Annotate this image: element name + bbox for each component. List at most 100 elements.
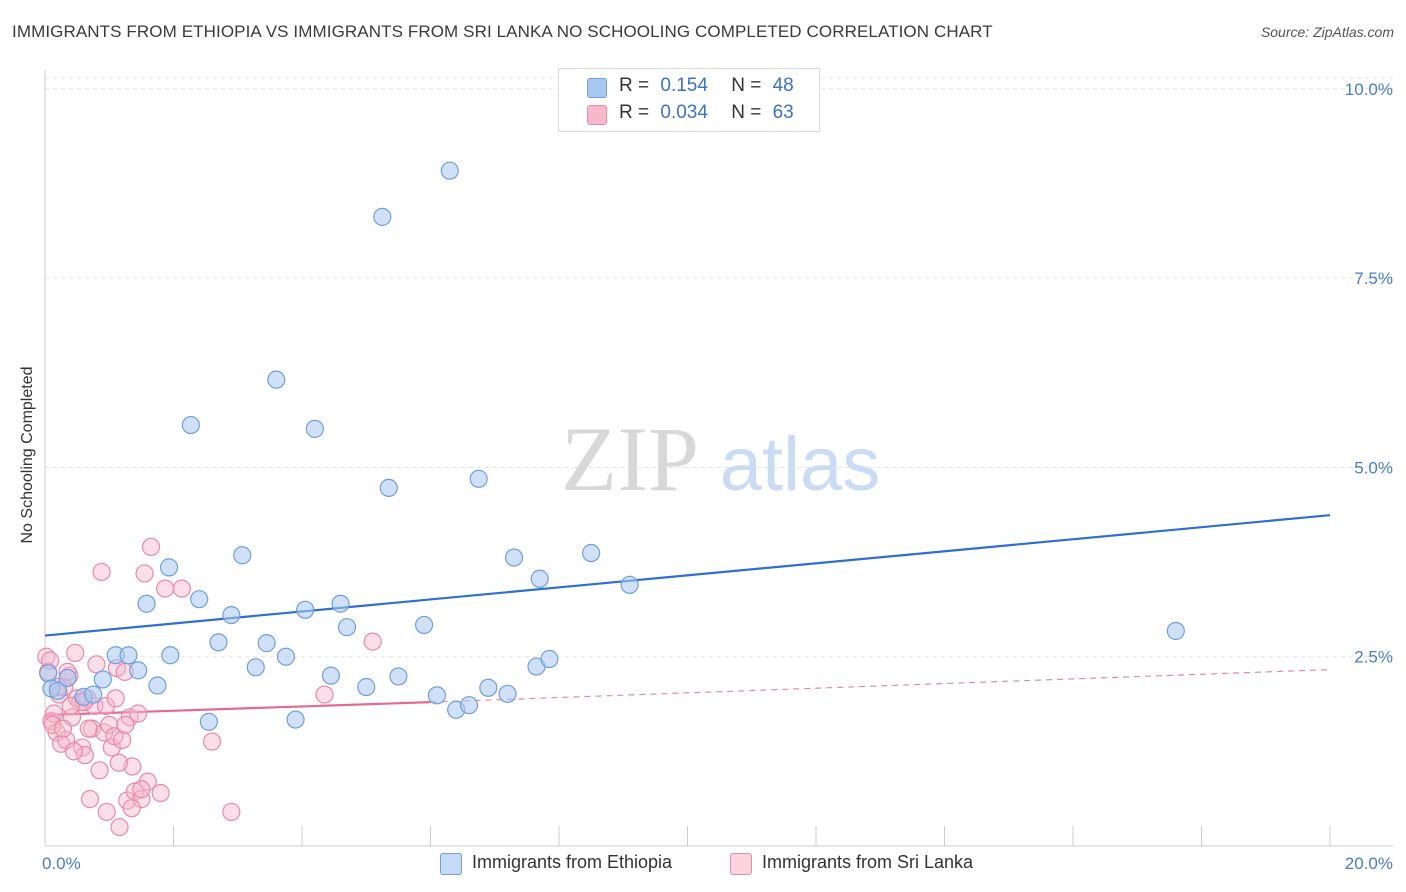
ethiopia-point [498, 684, 517, 703]
ethiopia-point [58, 668, 77, 688]
ethiopia-swatch [587, 78, 607, 98]
ethiopia-point [181, 415, 200, 435]
series-ethiopia-points [39, 161, 1185, 731]
tick-labels: 2.5% 5.0% 7.5% 10.0% 0.0% 20.0% [42, 80, 1393, 873]
n-value: 63 [772, 102, 794, 123]
ethiopia-point [504, 548, 524, 567]
ethiopia-point [148, 676, 167, 695]
srilanka-trend-extension [430, 669, 1331, 703]
legend-label-srilanka: Immigrants from Sri Lanka [762, 852, 974, 872]
ethiopia-point [414, 615, 434, 635]
chart-title: IMMIGRANTS FROM ETHIOPIA VS IMMIGRANTS F… [12, 22, 993, 41]
srilanka-point [122, 799, 141, 818]
ethiopia-point [276, 647, 296, 666]
ethiopia-point [39, 664, 58, 683]
srilanka-point [87, 655, 106, 674]
trend-lines [44, 514, 1331, 717]
ethiopia-point [321, 666, 341, 685]
r-label: R = [619, 75, 650, 96]
srilanka-point [172, 579, 191, 598]
srilanka-point [315, 685, 334, 704]
ethiopia-point [305, 419, 324, 438]
n-label: N = [731, 102, 762, 123]
ethiopia-point [209, 633, 228, 652]
srilanka-point [135, 564, 154, 583]
series-legend: Immigrants from Ethiopia Immigrants from… [0, 852, 1406, 878]
gridlines [45, 77, 1393, 658]
axes [44, 70, 1393, 847]
ethiopia-point [257, 634, 276, 653]
srilanka-point [90, 761, 109, 780]
srilanka-point [100, 715, 119, 734]
srilanka-point [97, 802, 116, 822]
ethiopia-point [540, 649, 559, 669]
srilanka-point [109, 753, 128, 772]
ethiopia-point [137, 594, 156, 613]
srilanka-swatch [587, 105, 607, 125]
ethiopia-point [233, 546, 252, 565]
r-value: 0.034 [660, 102, 708, 123]
ethiopia-point [337, 618, 357, 637]
n-label: N = [731, 75, 762, 96]
srilanka-point [112, 730, 132, 750]
r-label: R = [619, 102, 650, 123]
ethiopia-point [331, 594, 350, 613]
srilanka-trend-line [44, 701, 431, 717]
srilanka-point [202, 732, 222, 751]
srilanka-point [116, 715, 135, 734]
srilanka-point [132, 780, 151, 799]
ethiopia-point [459, 696, 479, 715]
ethiopia-point [222, 605, 241, 625]
srilanka-point [96, 696, 116, 716]
y-tick-label: 5.0% [1354, 458, 1393, 477]
srilanka-point [64, 742, 84, 761]
ethiopia-point [246, 658, 265, 677]
ethiopia-point [286, 710, 305, 729]
ethiopia-point [48, 681, 67, 700]
ethiopia-point [84, 685, 103, 704]
srilanka-point [132, 789, 151, 809]
srilanka-point [79, 719, 98, 738]
srilanka-point [66, 643, 85, 663]
ethiopia-point [159, 558, 179, 577]
srilanka-point [151, 783, 170, 803]
ethiopia-point [161, 646, 180, 665]
ethiopia-point [296, 600, 315, 619]
srilanka-legend-swatch [730, 853, 752, 875]
ethiopia-point [373, 207, 392, 226]
watermark: ZIP atlas [561, 408, 880, 510]
ethiopia-point [620, 575, 639, 594]
r-value: 0.154 [660, 75, 708, 96]
srilanka-point [363, 632, 382, 651]
ethiopia-point [440, 161, 459, 180]
ethiopia-point [479, 678, 498, 697]
ethiopia-point [119, 646, 138, 665]
ethiopia-point [93, 670, 112, 689]
srilanka-point [80, 789, 100, 809]
ethiopia-point [469, 469, 488, 488]
ethiopia-point [190, 590, 209, 609]
ethiopia-trend-line [44, 514, 1331, 637]
srilanka-point [222, 802, 241, 822]
y-tick-label: 2.5% [1354, 648, 1393, 667]
watermark-atlas: atlas [720, 422, 881, 507]
srilanka-point [110, 817, 129, 837]
ethiopia-legend-swatch [440, 853, 462, 875]
srilanka-point [43, 715, 62, 734]
ethiopia-point [267, 370, 286, 389]
y-tick-label: 7.5% [1354, 269, 1393, 288]
ethiopia-point [389, 667, 408, 686]
chart-source: Source: ZipAtlas.com [1260, 24, 1394, 40]
srilanka-point [92, 562, 111, 582]
ethiopia-point [1166, 621, 1185, 641]
srilanka-point [61, 696, 80, 716]
srilanka-point [141, 537, 161, 557]
ethiopia-point [357, 677, 376, 697]
legend-label-ethiopia: Immigrants from Ethiopia [472, 852, 673, 872]
correlation-legend: R = 0.154 N = 48 R = 0.034 N = 63 [558, 68, 820, 132]
srilanka-point [106, 689, 125, 708]
ethiopia-point [427, 686, 447, 705]
srilanka-point [53, 719, 73, 738]
ethiopia-point [379, 478, 398, 498]
